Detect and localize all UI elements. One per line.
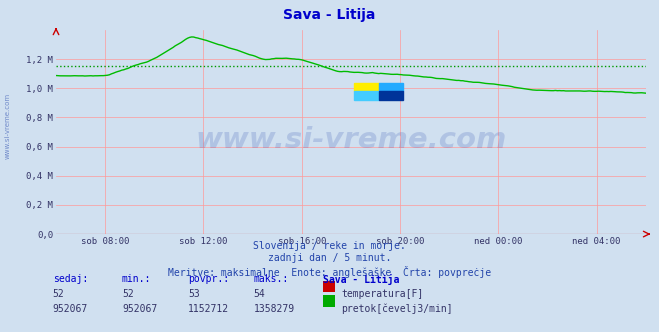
Text: sedaj:: sedaj: xyxy=(53,274,88,284)
Text: Meritve: maksimalne  Enote: anglešaške  Črta: povpreċje: Meritve: maksimalne Enote: anglešaške Čr… xyxy=(168,266,491,278)
Text: Sava - Litija: Sava - Litija xyxy=(283,8,376,22)
Text: www.si-vreme.com: www.si-vreme.com xyxy=(5,93,11,159)
Text: zadnji dan / 5 minut.: zadnji dan / 5 minut. xyxy=(268,253,391,263)
Text: 952067: 952067 xyxy=(53,304,88,314)
Text: min.:: min.: xyxy=(122,274,152,284)
Bar xyxy=(379,91,403,100)
Text: Sava - Litija: Sava - Litija xyxy=(323,274,399,285)
Text: povpr.:: povpr.: xyxy=(188,274,229,284)
Text: 1152712: 1152712 xyxy=(188,304,229,314)
Text: temperatura[F]: temperatura[F] xyxy=(341,289,424,299)
Text: pretok[čevelj3/min]: pretok[čevelj3/min] xyxy=(341,304,453,314)
Bar xyxy=(379,83,403,91)
Text: 52: 52 xyxy=(53,289,65,299)
Text: 54: 54 xyxy=(254,289,266,299)
Text: maks.:: maks.: xyxy=(254,274,289,284)
Text: www.si-vreme.com: www.si-vreme.com xyxy=(195,126,507,154)
Text: 53: 53 xyxy=(188,289,200,299)
Bar xyxy=(354,83,379,91)
Text: 952067: 952067 xyxy=(122,304,157,314)
Text: Slovenija / reke in morje.: Slovenija / reke in morje. xyxy=(253,241,406,251)
Text: 1358279: 1358279 xyxy=(254,304,295,314)
Bar xyxy=(354,91,379,100)
Text: 52: 52 xyxy=(122,289,134,299)
